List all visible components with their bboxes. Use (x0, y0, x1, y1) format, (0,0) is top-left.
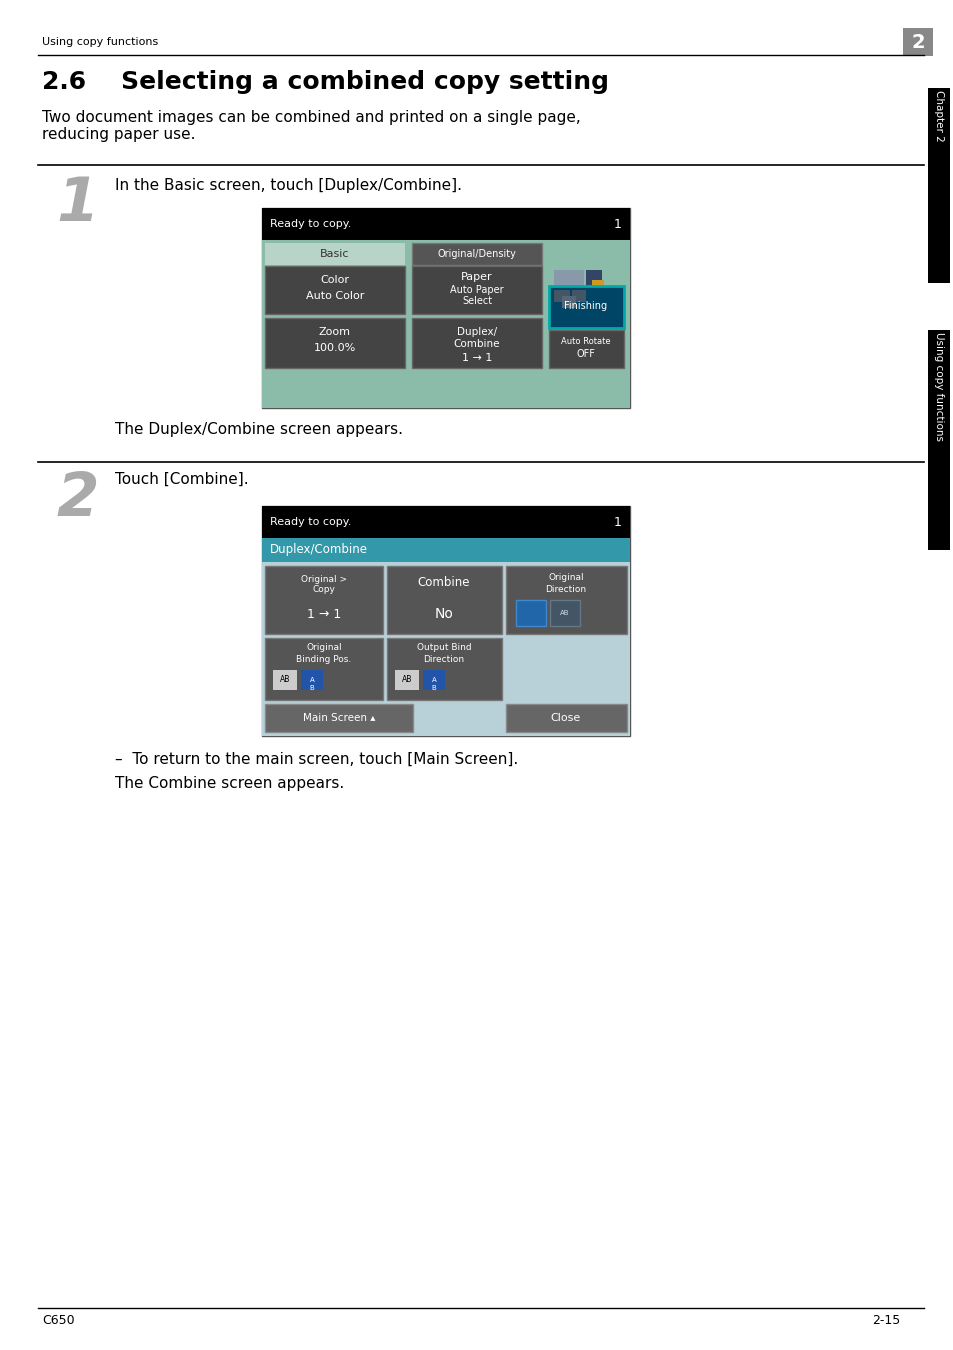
Text: Auto Rotate: Auto Rotate (560, 338, 610, 347)
Text: OFF: OFF (576, 350, 595, 359)
Bar (262, 208, 629, 408)
Text: Binding Pos.: Binding Pos. (296, 656, 352, 664)
Text: Zoom: Zoom (318, 327, 351, 338)
Bar (412, 243, 541, 265)
Text: Using copy functions: Using copy functions (933, 332, 943, 441)
Bar (923, 0, 953, 1350)
Text: The Combine screen appears.: The Combine screen appears. (115, 776, 344, 791)
Text: Touch [Combine].: Touch [Combine]. (115, 472, 249, 487)
Text: Ready to copy.: Ready to copy. (270, 219, 351, 230)
Bar (395, 670, 418, 690)
Text: AB: AB (401, 675, 412, 684)
Text: Main Screen ▴: Main Screen ▴ (302, 713, 375, 724)
Text: 1 → 1: 1 → 1 (461, 352, 492, 363)
Text: Paper: Paper (460, 271, 493, 282)
Text: Combine: Combine (417, 575, 470, 589)
Bar (505, 703, 626, 732)
Text: Auto Color: Auto Color (306, 292, 364, 301)
Text: No: No (435, 608, 453, 621)
Bar (262, 506, 629, 539)
Text: Combine: Combine (454, 339, 499, 350)
Text: –  To return to the main screen, touch [Main Screen].: – To return to the main screen, touch [M… (115, 752, 517, 767)
Text: Copy: Copy (313, 586, 335, 594)
Text: AB: AB (559, 610, 569, 616)
Text: B: B (431, 684, 436, 691)
Text: 2.6    Selecting a combined copy setting: 2.6 Selecting a combined copy setting (42, 70, 608, 95)
Bar (262, 240, 629, 408)
Bar (412, 319, 541, 369)
Bar (585, 270, 601, 288)
Text: Direction: Direction (423, 656, 464, 664)
Text: Auto Paper: Auto Paper (450, 285, 503, 296)
Text: Basic: Basic (320, 248, 350, 259)
Text: Select: Select (461, 296, 492, 306)
Bar (902, 28, 932, 55)
Text: Direction: Direction (545, 586, 586, 594)
Bar (554, 290, 569, 302)
Text: Color: Color (320, 275, 349, 285)
Bar (301, 670, 323, 690)
Bar (265, 243, 405, 265)
Bar (550, 599, 579, 626)
Text: 2-15: 2-15 (871, 1314, 899, 1327)
Text: A: A (431, 676, 436, 683)
Text: 2: 2 (910, 32, 923, 51)
Text: Original: Original (548, 574, 583, 582)
Text: B: B (310, 684, 314, 691)
Text: Close: Close (550, 713, 580, 724)
Bar (505, 566, 626, 634)
Bar (265, 639, 382, 701)
Text: Finishing: Finishing (564, 301, 607, 310)
Text: Two document images can be combined and printed on a single page,
reducing paper: Two document images can be combined and … (42, 109, 580, 142)
Bar (592, 279, 603, 290)
Text: A: A (310, 676, 314, 683)
Text: 1: 1 (56, 176, 99, 234)
Bar (265, 703, 413, 732)
Bar (554, 270, 583, 288)
Text: Original >: Original > (300, 575, 347, 585)
Text: Chapter 2: Chapter 2 (933, 90, 943, 142)
Bar (572, 290, 585, 302)
Bar (265, 319, 405, 369)
Text: AB: AB (279, 675, 290, 684)
Text: The Duplex/Combine screen appears.: The Duplex/Combine screen appears. (115, 423, 402, 437)
Bar (548, 266, 626, 308)
Text: 100.0%: 100.0% (314, 343, 355, 352)
Text: Duplex/Combine: Duplex/Combine (270, 544, 368, 556)
Bar (548, 286, 623, 328)
Text: C650: C650 (42, 1314, 74, 1327)
Bar (412, 266, 541, 315)
Bar (262, 506, 629, 736)
Bar (927, 329, 949, 549)
Bar (262, 539, 629, 562)
Text: Original: Original (306, 644, 341, 652)
Text: In the Basic screen, touch [Duplex/Combine].: In the Basic screen, touch [Duplex/Combi… (115, 178, 461, 193)
Bar (262, 562, 629, 736)
Text: Original/Density: Original/Density (437, 248, 516, 259)
Bar (422, 670, 444, 690)
Text: Using copy functions: Using copy functions (42, 36, 158, 47)
Text: 1 → 1: 1 → 1 (307, 608, 341, 621)
Bar (561, 296, 576, 308)
Text: 1: 1 (614, 516, 621, 528)
Text: Output Bind: Output Bind (416, 644, 471, 652)
Text: 1: 1 (614, 217, 621, 231)
Bar (265, 566, 382, 634)
Text: Ready to copy.: Ready to copy. (270, 517, 351, 526)
Bar (273, 670, 296, 690)
Bar (387, 639, 501, 701)
Bar (265, 266, 405, 315)
Bar (262, 208, 629, 240)
Bar (548, 329, 623, 369)
Text: Duplex/: Duplex/ (456, 327, 497, 338)
Bar (927, 88, 949, 284)
Bar (516, 599, 545, 626)
Bar (387, 566, 501, 634)
Text: 2: 2 (56, 470, 99, 529)
